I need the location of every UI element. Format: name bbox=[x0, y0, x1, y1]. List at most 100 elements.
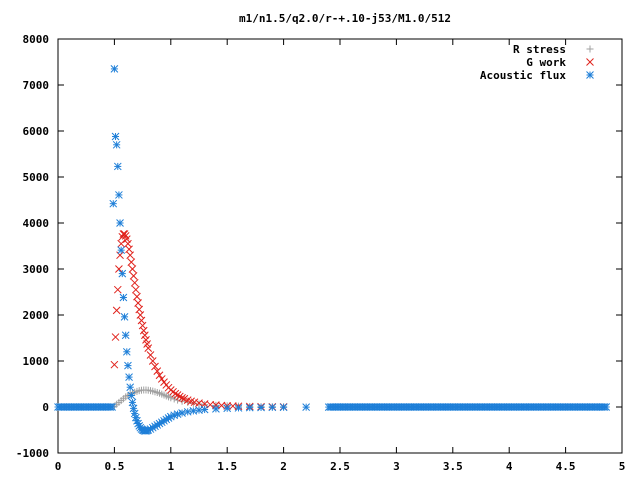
x-tick-label: 0 bbox=[55, 460, 62, 473]
data-point bbox=[133, 292, 141, 301]
data-point bbox=[111, 333, 120, 341]
data-point bbox=[170, 395, 178, 403]
data-point bbox=[115, 191, 123, 199]
y-tick-label: 0 bbox=[42, 401, 49, 414]
data-point bbox=[234, 404, 243, 412]
data-point bbox=[195, 406, 203, 414]
data-point bbox=[124, 361, 132, 370]
legend-label: G work bbox=[526, 56, 566, 69]
data-point bbox=[126, 251, 135, 260]
data-point bbox=[129, 404, 138, 413]
data-point bbox=[144, 344, 153, 352]
data-point bbox=[148, 357, 157, 365]
data-point bbox=[126, 383, 135, 392]
legend-label: Acoustic flux bbox=[480, 69, 566, 82]
data-point bbox=[113, 285, 122, 294]
x-tick-label: 2 bbox=[280, 460, 287, 473]
data-point bbox=[120, 230, 129, 238]
data-point bbox=[223, 404, 232, 413]
data-point bbox=[131, 285, 140, 294]
data-point bbox=[125, 373, 133, 381]
series-layer bbox=[54, 65, 611, 435]
legend-marker bbox=[586, 45, 594, 53]
data-point bbox=[212, 404, 220, 413]
data-point bbox=[117, 239, 126, 248]
data-point bbox=[302, 403, 311, 411]
data-point bbox=[128, 265, 137, 273]
data-point bbox=[109, 199, 118, 208]
data-point bbox=[118, 269, 127, 278]
data-point bbox=[153, 367, 162, 375]
data-point bbox=[111, 132, 120, 141]
data-point bbox=[157, 375, 166, 383]
data-point bbox=[112, 140, 121, 149]
data-point bbox=[128, 398, 137, 407]
y-tick-label: 4000 bbox=[23, 217, 50, 230]
data-point bbox=[257, 403, 265, 412]
data-point bbox=[200, 405, 209, 414]
x-tick-label: 1.5 bbox=[217, 460, 237, 473]
x-tick-label: 5 bbox=[619, 460, 626, 473]
data-point bbox=[116, 219, 124, 227]
data-point bbox=[127, 258, 136, 266]
data-point bbox=[279, 403, 288, 412]
data-point bbox=[122, 235, 131, 243]
data-point bbox=[175, 392, 184, 401]
y-tick-label: 8000 bbox=[23, 33, 50, 46]
data-point bbox=[155, 371, 164, 380]
data-point bbox=[130, 278, 139, 287]
data-point bbox=[173, 410, 182, 418]
data-point bbox=[112, 306, 121, 315]
y-tick-label: 5000 bbox=[23, 171, 50, 184]
data-point bbox=[167, 394, 175, 402]
data-point bbox=[116, 251, 124, 260]
y-tick-label: 7000 bbox=[23, 79, 50, 92]
data-point bbox=[120, 312, 129, 321]
y-tick-label: 2000 bbox=[23, 309, 50, 322]
data-point bbox=[108, 403, 116, 411]
y-tick-label: 3000 bbox=[23, 263, 50, 276]
x-tick-label: 2.5 bbox=[330, 460, 350, 473]
data-point bbox=[110, 360, 119, 369]
data-point bbox=[173, 391, 182, 399]
x-tick-label: 3.5 bbox=[443, 460, 463, 473]
data-point bbox=[171, 389, 180, 398]
data-point bbox=[190, 398, 199, 407]
data-point bbox=[113, 162, 122, 171]
x-tick-label: 0.5 bbox=[104, 460, 124, 473]
x-tick-label: 4.5 bbox=[556, 460, 576, 473]
data-point bbox=[119, 293, 128, 302]
data-point bbox=[129, 272, 138, 280]
x-tick-label: 3 bbox=[393, 460, 400, 473]
y-tick-label: -1000 bbox=[16, 447, 49, 460]
data-point bbox=[134, 299, 142, 307]
data-point bbox=[602, 403, 611, 411]
series-acoustic-flux bbox=[54, 65, 611, 435]
data-point bbox=[146, 351, 155, 359]
x-tick-label: 1 bbox=[167, 460, 174, 473]
data-point bbox=[115, 265, 123, 273]
data-point bbox=[122, 347, 131, 356]
axis-ticks: 0 0.5 1 1.5 2 2.5 3 3.5 4 4.5 5 -1000 0 1000 2000 3000 4… bbox=[16, 33, 625, 473]
legend-label: R stress bbox=[513, 43, 566, 56]
y-tick-label: 1000 bbox=[23, 355, 50, 368]
x-tick-label: 4 bbox=[506, 460, 513, 473]
data-point bbox=[245, 403, 254, 412]
data-point bbox=[268, 403, 277, 412]
legend-marker bbox=[586, 71, 594, 79]
series-g-work bbox=[110, 230, 288, 411]
data-point bbox=[127, 391, 136, 400]
data-point bbox=[110, 65, 119, 73]
data-point bbox=[137, 316, 146, 325]
data-point bbox=[117, 246, 126, 254]
data-point bbox=[125, 245, 133, 254]
data-point bbox=[178, 393, 186, 402]
legend-marker bbox=[586, 58, 594, 66]
chart-title: m1/n1.5/q2.0/r-+.10-j53/M1.0/512 bbox=[239, 12, 451, 25]
y-tick-label: 6000 bbox=[23, 125, 50, 138]
data-point bbox=[141, 331, 149, 340]
data-point bbox=[121, 331, 130, 340]
data-point bbox=[151, 362, 159, 371]
